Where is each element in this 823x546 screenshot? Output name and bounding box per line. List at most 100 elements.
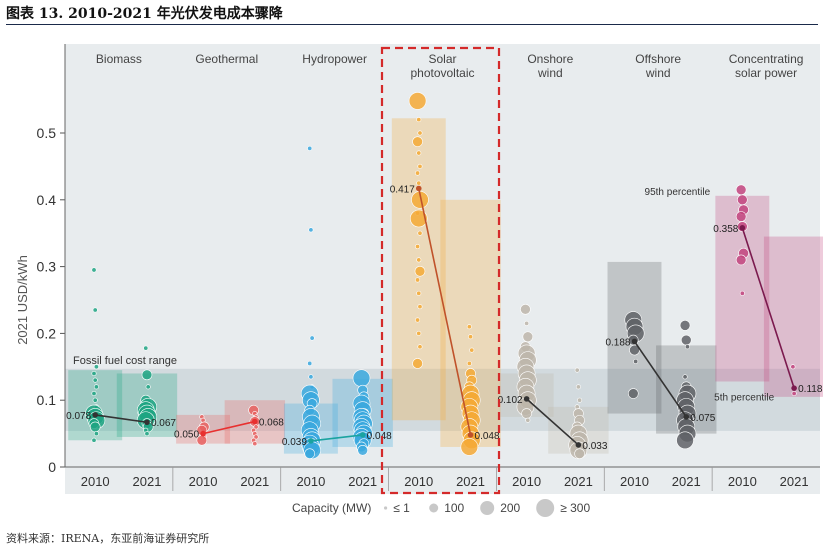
group-label: solar power xyxy=(735,66,797,80)
y-axis-label: 2021 USD/kWh xyxy=(15,255,30,345)
x-tick-label: 2010 xyxy=(728,474,757,489)
data-point xyxy=(460,438,479,456)
trend-line xyxy=(633,340,687,418)
weighted-average-marker xyxy=(739,225,746,231)
legend-size-marker xyxy=(536,499,555,517)
data-point xyxy=(91,391,97,397)
data-point xyxy=(252,441,258,447)
data-point xyxy=(684,344,690,350)
x-tick-label: 2010 xyxy=(81,474,110,489)
fossil-fuel-band-layer xyxy=(65,368,820,431)
p5-annotation: 5th percentile xyxy=(714,392,774,403)
data-point xyxy=(522,331,534,343)
y-tick-label: 0.1 xyxy=(37,392,57,408)
weighted-average-marker xyxy=(467,432,474,438)
data-point xyxy=(416,330,422,336)
x-tick-label: 2010 xyxy=(404,474,433,489)
data-point xyxy=(574,367,580,373)
data-point xyxy=(415,317,421,323)
weighted-average-marker xyxy=(308,438,314,444)
weighted-average-marker xyxy=(252,418,258,425)
x-tick-label: 2021 xyxy=(672,474,701,489)
data-point xyxy=(627,388,639,399)
data-point xyxy=(525,417,531,423)
data-point xyxy=(143,345,149,351)
p95-annotation: 95th percentile xyxy=(645,187,711,198)
weighted-average-marker xyxy=(144,419,150,426)
data-point xyxy=(417,344,423,350)
data-point xyxy=(304,448,316,459)
x-tick-label: 2021 xyxy=(133,474,162,489)
weighted-average-marker xyxy=(683,414,690,420)
weighted-average-marker xyxy=(359,432,366,438)
data-point xyxy=(577,397,583,403)
value-label: 0.358 xyxy=(713,224,738,235)
y-tick-label: 0 xyxy=(48,459,56,475)
group-label: Hydropower xyxy=(302,52,367,66)
x-tick-label: 2010 xyxy=(189,474,218,489)
data-point xyxy=(92,397,98,403)
value-label: 0.067 xyxy=(151,418,176,429)
group-label: Geothermal xyxy=(195,52,258,66)
group-label: wind xyxy=(537,66,563,80)
data-point xyxy=(468,334,474,340)
group-label: wind xyxy=(645,66,671,80)
legend-size-marker xyxy=(384,506,388,510)
percentile-box xyxy=(763,236,823,397)
x-tick-label: 2021 xyxy=(456,474,485,489)
y-tick-label: 0.5 xyxy=(37,125,57,141)
fossil-fuel-label: Fossil fuel cost range xyxy=(73,355,177,367)
value-label: 0.188 xyxy=(605,337,630,348)
data-point xyxy=(521,408,532,419)
value-label: 0.033 xyxy=(582,441,607,452)
data-point xyxy=(91,437,97,443)
data-point xyxy=(520,304,531,315)
data-point xyxy=(735,211,747,222)
group-label: Biomass xyxy=(96,52,142,66)
data-point xyxy=(91,370,97,376)
axis-layer: 0 0.1 0.2 0.3 0.4 0.5 2021 USD/kWh 2010 2021 2010… xyxy=(15,44,820,491)
data-point xyxy=(682,374,688,380)
legend-title: Capacity (MW) xyxy=(292,501,371,515)
weighted-average-marker xyxy=(415,185,422,192)
data-point xyxy=(417,304,423,310)
trend-line xyxy=(526,398,579,446)
data-point xyxy=(676,431,694,450)
data-point xyxy=(417,230,423,236)
group-label: photovoltaic xyxy=(410,66,474,80)
trend-line xyxy=(417,188,472,436)
value-label: 0.417 xyxy=(390,184,415,195)
legend-size-label: ≥ 300 xyxy=(560,501,590,515)
x-tick-label: 2021 xyxy=(564,474,593,489)
data-point xyxy=(253,434,259,440)
y-tick-label: 0.2 xyxy=(37,325,57,341)
size-legend-layer: Capacity (MW) ≤ 1 100 200 ≥ 300 xyxy=(292,499,590,517)
data-point xyxy=(416,117,422,123)
trend-line xyxy=(310,434,363,442)
weighted-average-marker xyxy=(523,396,530,402)
value-label: 0.075 xyxy=(690,413,715,424)
weighted-average-marker xyxy=(631,338,638,345)
value-label: 0.048 xyxy=(367,431,392,442)
source-note: 资料来源：IRENA，东亚前海证券研究所 xyxy=(6,532,210,545)
data-point xyxy=(145,384,151,390)
group-label: Concentrating xyxy=(729,52,804,66)
data-point xyxy=(309,335,315,341)
data-point xyxy=(524,320,530,326)
data-point xyxy=(409,209,428,228)
legend-size-label: 100 xyxy=(444,501,464,515)
figure-title: 图表 13. 2010-2021 年光伏发电成本骤降 xyxy=(6,6,283,22)
data-point xyxy=(357,444,368,456)
y-tick-label: 0.3 xyxy=(37,259,57,275)
x-tick-label: 2021 xyxy=(240,474,269,489)
data-point xyxy=(253,424,259,430)
data-point xyxy=(93,384,99,390)
data-point xyxy=(141,369,153,381)
data-point xyxy=(735,184,747,196)
data-point xyxy=(416,290,422,296)
data-point xyxy=(93,431,99,437)
data-point xyxy=(307,145,313,151)
data-point xyxy=(412,358,423,369)
data-point xyxy=(790,364,796,370)
data-point xyxy=(739,290,745,296)
